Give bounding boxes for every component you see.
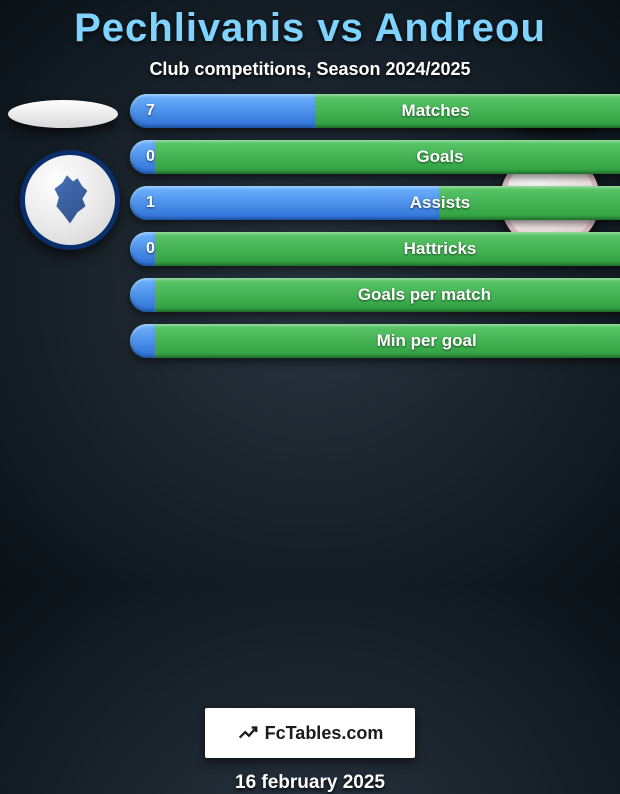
- watermark[interactable]: FcTables.com: [205, 708, 415, 758]
- stat-fill: [130, 278, 155, 312]
- subtitle: Club competitions, Season 2024/2025: [0, 59, 620, 80]
- stat-fill: [130, 186, 440, 220]
- stat-row: Goals per match0.13: [130, 278, 620, 312]
- club-badge-left: [20, 150, 120, 250]
- stat-row: 1Assists1: [130, 186, 620, 220]
- stat-left-value: 7: [146, 102, 155, 120]
- stat-fill: [130, 324, 155, 358]
- stat-label: Goals: [416, 147, 463, 167]
- stat-row: 7Matches16: [130, 94, 620, 128]
- stat-rows: 7Matches160Goals21Assists10Hattricks0Goa…: [130, 94, 620, 394]
- date-label: 16 february 2025: [0, 772, 620, 794]
- stat-row: 0Hattricks0: [130, 232, 620, 266]
- comparison-stage: 1936 ENП 7Matches160Goals21Assists10Hatt…: [0, 100, 620, 400]
- watermark-text: FcTables.com: [265, 723, 384, 744]
- stat-label: Hattricks: [404, 239, 477, 259]
- stat-left-value: 0: [146, 240, 155, 258]
- chart-icon: [237, 722, 259, 744]
- stat-label: Matches: [402, 101, 470, 121]
- stat-row: Min per goal991: [130, 324, 620, 358]
- stat-label: Min per goal: [377, 331, 477, 351]
- stat-label: Goals per match: [358, 285, 491, 305]
- stat-fill: [130, 94, 316, 128]
- stat-left-value: 1: [146, 194, 155, 212]
- page-title: Pechlivanis vs Andreou: [0, 6, 620, 51]
- pedestal-left: [8, 100, 118, 128]
- stat-label: Assists: [410, 193, 470, 213]
- stat-left-value: 0: [146, 148, 155, 166]
- stat-row: 0Goals2: [130, 140, 620, 174]
